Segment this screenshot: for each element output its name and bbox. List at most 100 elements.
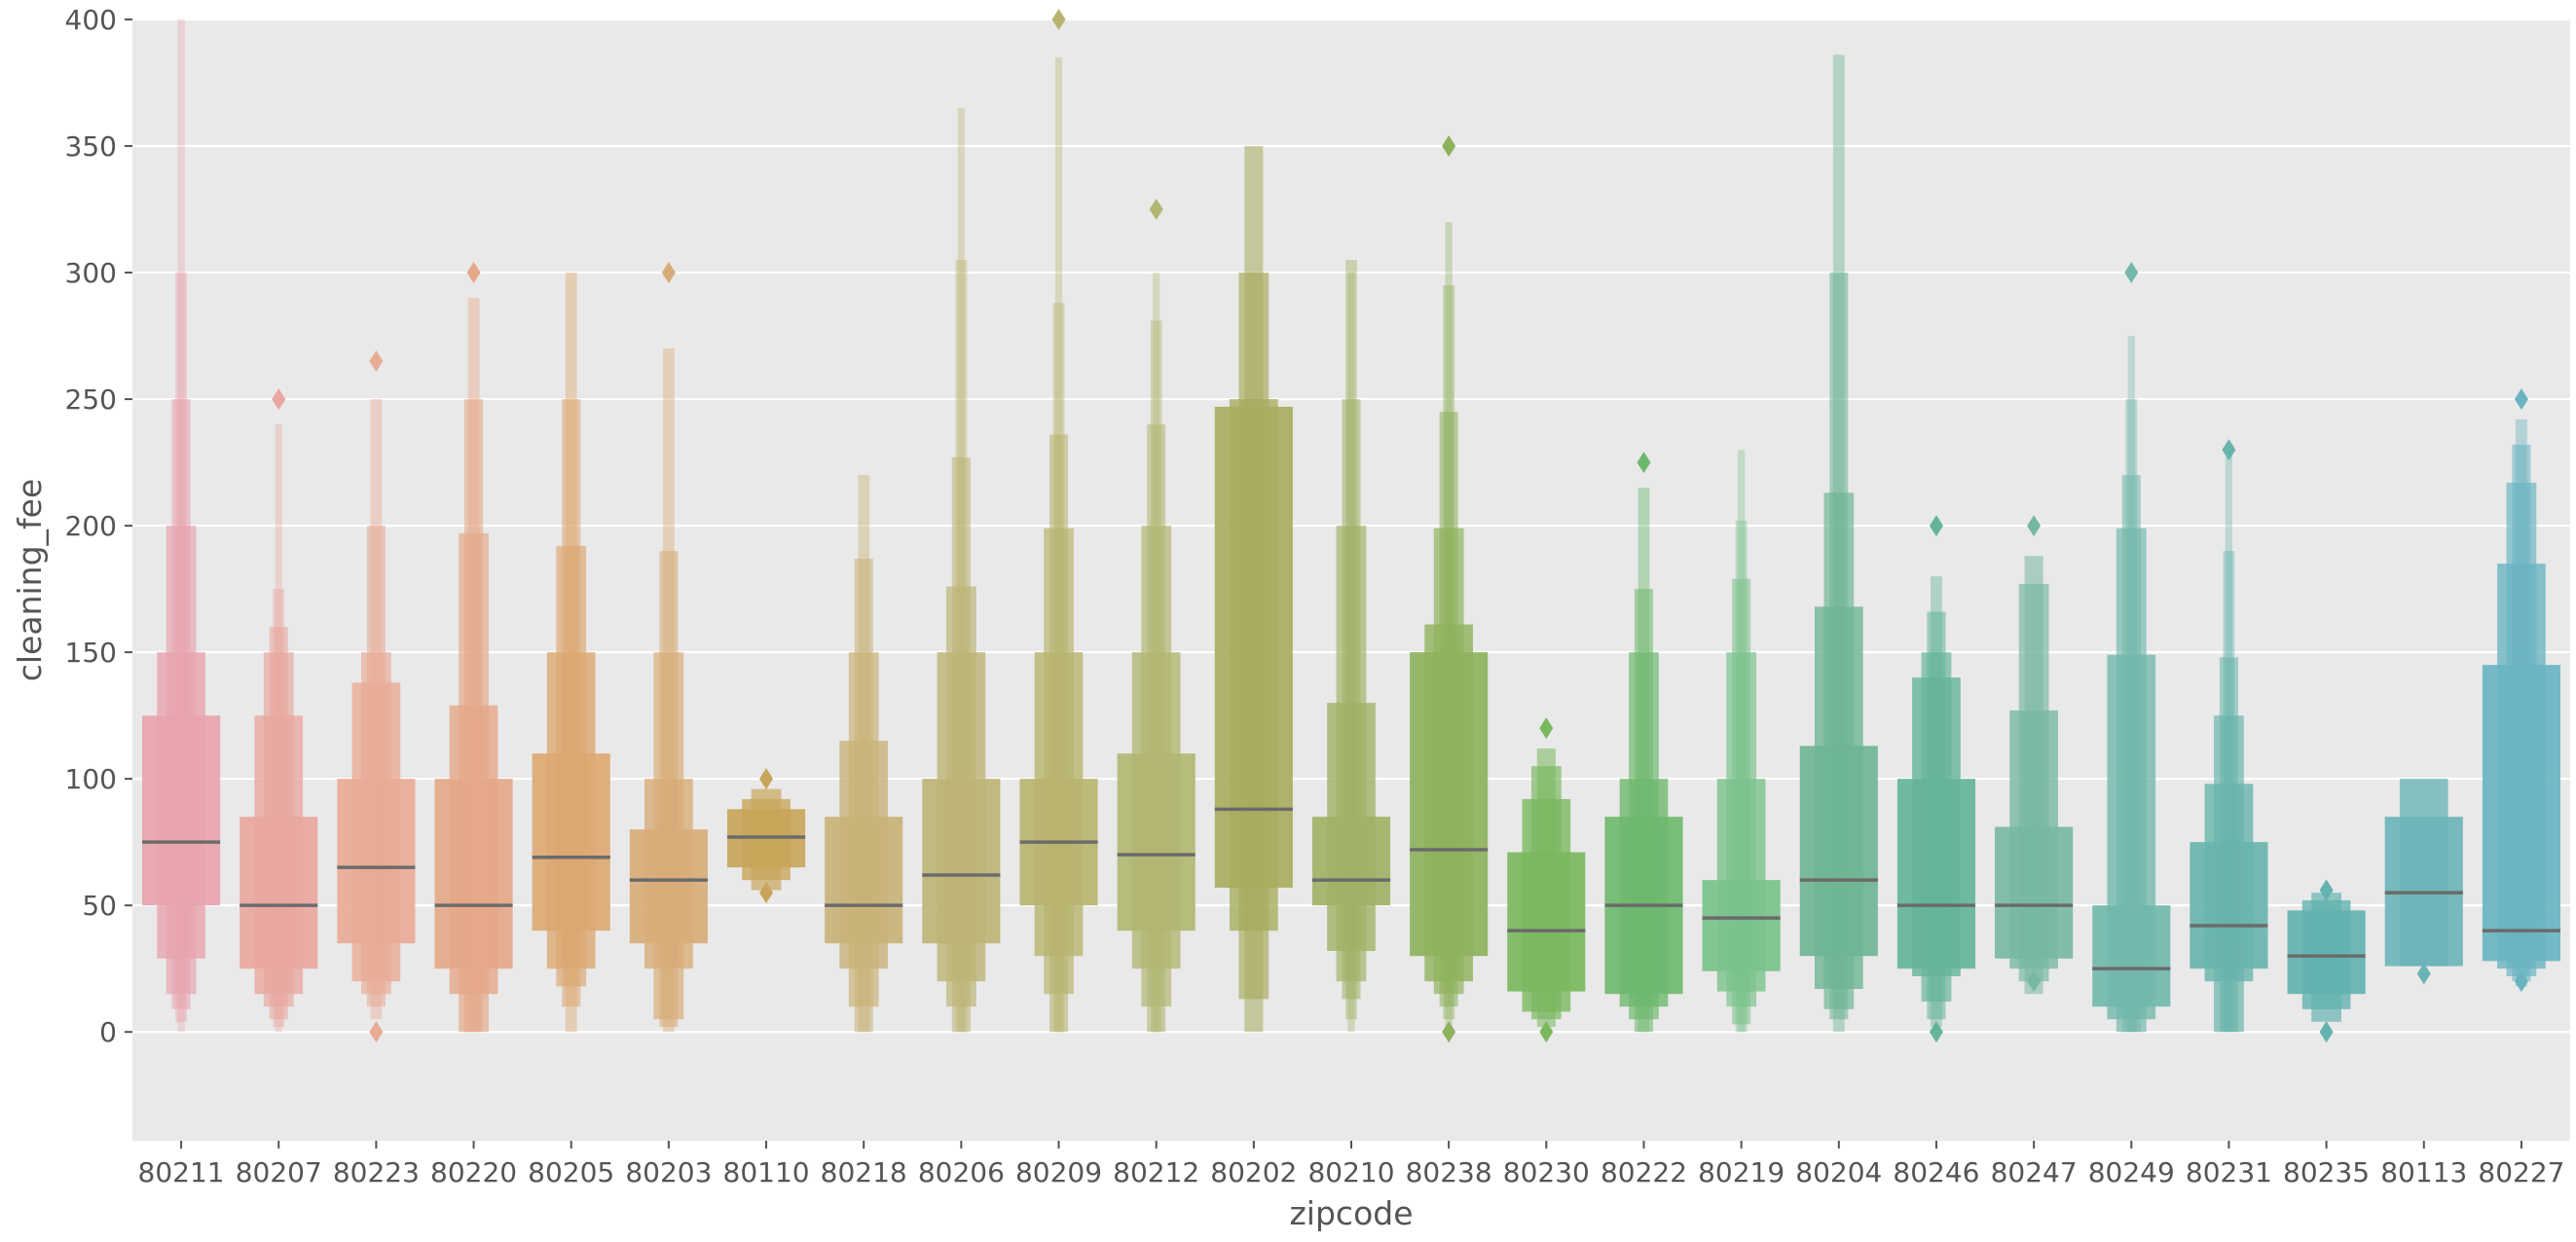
box-level-3	[1147, 424, 1166, 1033]
box-level-5	[2127, 336, 2135, 1033]
y-tick-label: 350	[65, 130, 117, 163]
boxen-80204	[1799, 55, 1878, 1033]
boxen-80210	[1311, 260, 1391, 1033]
x-tick-label: 80222	[1601, 1156, 1687, 1188]
outlier-point	[369, 350, 384, 373]
box-level-4	[2223, 551, 2235, 1033]
outlier-point	[2416, 963, 2431, 985]
outlier-point	[2027, 970, 2042, 993]
box-level-3	[2219, 657, 2238, 1033]
boxen-80218	[825, 475, 903, 1033]
outlier-point	[661, 262, 676, 284]
box-level-3	[366, 526, 386, 1007]
y-tick-label: 150	[65, 637, 117, 669]
boxen-80230	[1507, 717, 1586, 1043]
x-tick-label: 80205	[528, 1156, 614, 1188]
x-tick-label: 80209	[1015, 1156, 1102, 1188]
y-tick-label: 0	[99, 1016, 117, 1048]
box-level-4	[1735, 520, 1748, 1033]
outlier-point	[1539, 1021, 1554, 1043]
outlier-point	[1442, 1021, 1456, 1043]
box-level-5	[1737, 450, 1746, 1033]
boxen-80202	[1214, 146, 1293, 1033]
box-level-3	[1634, 589, 1654, 1033]
boxen-80249	[2092, 262, 2171, 1033]
outlier-point	[2124, 262, 2139, 284]
outlier-point	[1929, 1021, 1943, 1043]
box-level-3	[2121, 475, 2141, 1033]
boxen-80211	[142, 19, 221, 1033]
outlier-point	[1637, 452, 1651, 474]
boxen-80227	[2482, 388, 2560, 993]
y-tick-label: 200	[65, 510, 117, 542]
x-tick-label: 80246	[1893, 1156, 1979, 1188]
box-level-4	[467, 298, 480, 1033]
box-level-4	[2125, 399, 2138, 1033]
box-level-3	[2024, 556, 2043, 995]
box-level-3	[659, 551, 679, 1027]
box-level-3	[1927, 611, 1946, 1020]
boxen-80207	[239, 388, 318, 1033]
box-level-5	[1153, 273, 1160, 1033]
x-tick-label: 80219	[1698, 1156, 1785, 1188]
boxen-80238	[1410, 135, 1489, 1043]
outlier-point	[2514, 388, 2528, 411]
y-tick-label: 50	[82, 890, 117, 922]
x-tick-label: 80211	[138, 1156, 225, 1188]
boxen-80246	[1896, 515, 1976, 1043]
box-level-3	[1732, 578, 1751, 1025]
x-tick-label: 80202	[1210, 1156, 1297, 1188]
box-level-2	[751, 788, 782, 891]
outlier-point	[2319, 1021, 2334, 1043]
boxen-80212	[1117, 199, 1196, 1033]
x-tick-label: 80110	[723, 1156, 810, 1188]
box-level-4	[175, 273, 187, 1022]
box-level-4	[955, 260, 968, 1033]
box-level-4	[1832, 55, 1845, 1033]
box-level-3	[2512, 444, 2531, 982]
boxen-80235	[2287, 879, 2366, 1043]
outlier-point	[2222, 439, 2236, 461]
x-axis-ticks: 80211 80207 80223 80220 80205 80203 80110 80218…	[138, 1141, 2564, 1188]
box-level-4	[1931, 576, 1942, 1027]
y-tick-label: 100	[65, 763, 117, 795]
x-tick-label: 80203	[625, 1156, 712, 1188]
box-level-4	[662, 348, 675, 1033]
box-level-5	[177, 19, 185, 1033]
box-level-3	[951, 457, 971, 1033]
x-tick-label: 80218	[821, 1156, 907, 1188]
boxen-80206	[922, 108, 1001, 1033]
x-tick-label: 80210	[1307, 1156, 1394, 1188]
boxen-80223	[337, 350, 416, 1043]
x-tick-label: 80227	[2478, 1156, 2564, 1188]
x-tick-label: 80249	[2088, 1156, 2175, 1188]
x-tick-label: 80220	[430, 1156, 517, 1188]
outlier-point	[1149, 199, 1163, 221]
box-level-5	[275, 424, 282, 1033]
x-tick-label: 80212	[1113, 1156, 1199, 1188]
box-level-4	[273, 589, 285, 1027]
x-tick-label: 80207	[236, 1156, 322, 1188]
box-level-3	[464, 399, 484, 1033]
box-level-3	[269, 627, 288, 1020]
outlier-point	[2514, 970, 2528, 993]
outlier-point	[759, 882, 774, 904]
box-level-3	[1829, 273, 1849, 1020]
box-level-3	[1439, 412, 1458, 1007]
y-axis-label: cleaning_fee	[11, 479, 49, 682]
outlier-point	[1539, 717, 1554, 740]
y-axis-ticks: 0 50 100 150 200 250 300 350 400	[65, 4, 132, 1048]
boxen-series	[142, 9, 2560, 1043]
box-level-5	[2225, 450, 2233, 1033]
outlier-point	[466, 262, 481, 284]
y-tick-label: 300	[65, 257, 117, 289]
box-level-3	[171, 399, 191, 1009]
x-tick-label: 80204	[1795, 1156, 1882, 1188]
box-level-4	[858, 475, 870, 1033]
box-level-4	[1052, 303, 1065, 1033]
box-level-3	[1342, 399, 1361, 1000]
boxen-80209	[1019, 9, 1098, 1033]
y-tick-label: 250	[65, 384, 117, 416]
